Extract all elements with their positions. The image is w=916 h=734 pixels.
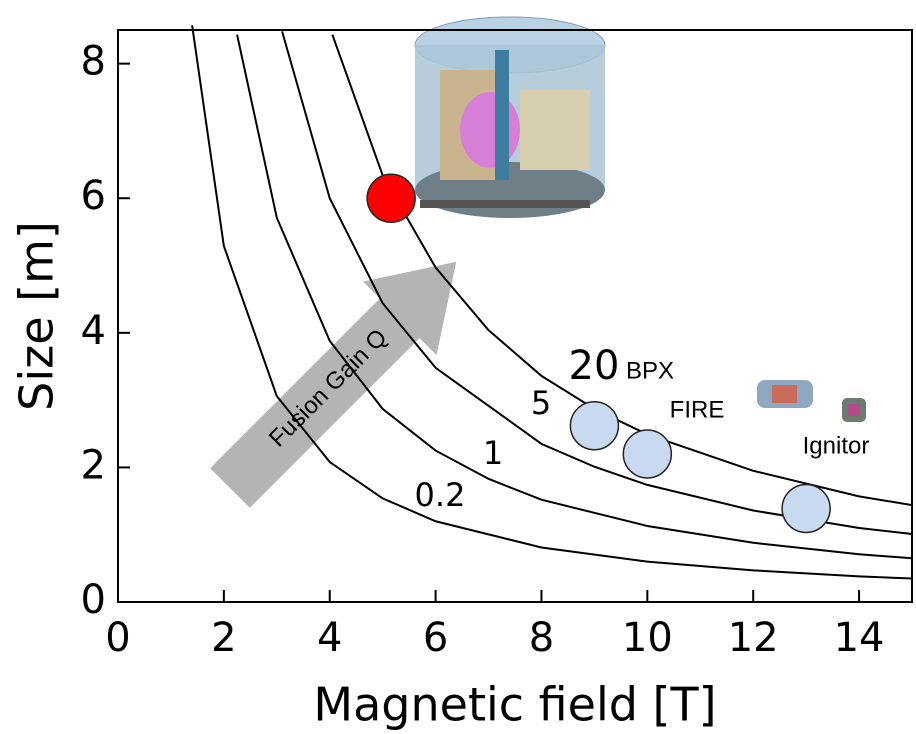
x-tick-label: 0 [105, 615, 130, 661]
y-tick-label: 4 [81, 308, 106, 354]
curve-label: 5 [531, 384, 551, 422]
device-point [570, 402, 618, 450]
curve-label: 20 [569, 343, 620, 389]
arrow-label: Fusion Gain Q [264, 324, 393, 453]
x-tick-label: 10 [622, 615, 673, 661]
device-label: BPX [626, 357, 674, 384]
x-tick-label: 14 [834, 615, 885, 661]
chart: Fusion Gain Q Magnetic field [T] Size [m… [0, 0, 916, 734]
y-tick-label: 2 [81, 442, 106, 488]
curve-label: 0.2 [415, 476, 466, 514]
x-tick-label: 2 [211, 615, 236, 661]
y-axis-label: Size [m] [10, 221, 64, 411]
x-tick-label: 8 [529, 615, 554, 661]
device-label: Ignitor [803, 432, 870, 459]
curve-label: 1 [483, 434, 503, 472]
y-tick-label: 6 [81, 173, 106, 219]
small-tokamak-illustrations [757, 380, 866, 422]
device-point [623, 430, 671, 478]
iter-illustration [415, 17, 605, 218]
y-tick-label: 8 [81, 39, 106, 85]
device-point [782, 484, 830, 532]
x-tick-label: 12 [728, 615, 779, 661]
x-tick-label: 4 [317, 615, 342, 661]
x-axis-label: Magnetic field [T] [313, 678, 716, 732]
device-point [367, 174, 415, 222]
device-label: FIRE [670, 396, 725, 423]
x-tick-label: 6 [423, 615, 448, 661]
y-tick-label: 0 [81, 577, 106, 623]
